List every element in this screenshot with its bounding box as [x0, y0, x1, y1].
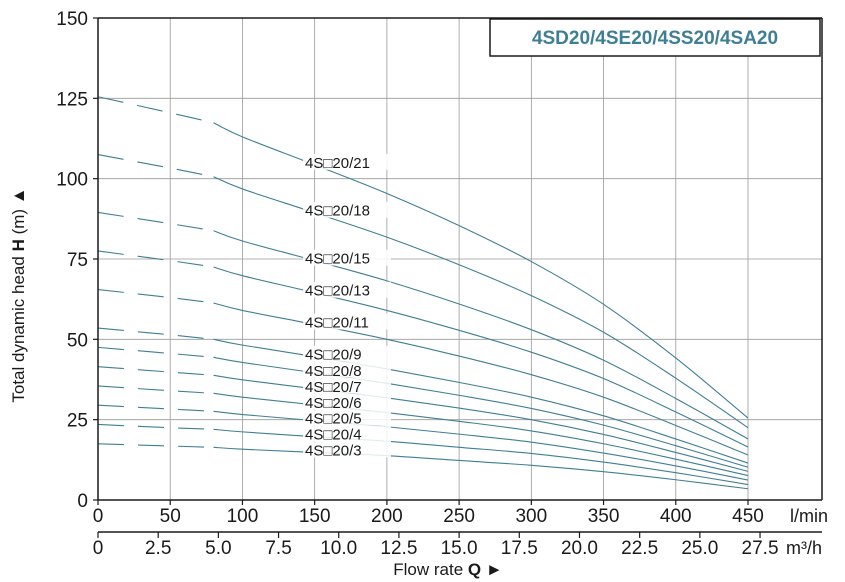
x-tick-label: 150: [299, 506, 331, 527]
y-axis-title-text: Total dynamic head: [9, 256, 28, 402]
x-tick-label: 450: [732, 506, 764, 527]
x-axis-title-symbol: Q: [468, 560, 481, 579]
x-axis-arrow-icon: ►: [486, 560, 503, 579]
y-tick-label: 25: [67, 411, 88, 432]
curve-label-background: [303, 361, 391, 378]
curve-label: 4S□20/4: [305, 427, 362, 444]
head-curve-solid-segment: [213, 122, 749, 419]
head-curve-solid-segment: [213, 302, 749, 456]
head-curve-solid-segment: [213, 446, 749, 490]
x2-tick-label: 10.0: [320, 538, 357, 559]
curve-label-background: [303, 153, 391, 170]
x2-tick-label: 15.0: [441, 538, 478, 559]
x2-tick-label: 2.5: [145, 538, 171, 559]
y-tick-label: 0: [77, 491, 88, 512]
x2-tick-label: 12.5: [380, 538, 417, 559]
y-axis-arrow-icon: ▲: [9, 187, 28, 204]
x2-tick-label: 5.0: [205, 538, 231, 559]
curve-label-background: [303, 201, 391, 218]
head-curve-dashed-segment: [97, 404, 214, 412]
x-axis-title: Flow rate Q ►: [393, 560, 502, 579]
head-curve-dashed-segment: [97, 423, 214, 430]
head-curve-dashed-segment: [97, 154, 214, 178]
head-curve-solid-segment: [213, 230, 749, 440]
x-tick-label: 350: [588, 506, 620, 527]
head-curve-solid-segment: [213, 428, 749, 486]
x-tick-label: 250: [443, 506, 475, 527]
y-tick-label: 50: [67, 330, 88, 351]
plot-frame: [97, 17, 823, 533]
curve-label: 4S□20/7: [305, 379, 362, 396]
x2-tick-label: 0: [93, 538, 104, 559]
head-curve-dashed-segment: [97, 288, 214, 304]
curve-labels: 4S□20/34S□20/44S□20/54S□20/64S□20/74S□20…: [303, 153, 391, 459]
head-curve-solid-segment: [213, 392, 749, 477]
x-tick-label: 0: [93, 506, 104, 527]
x2-tick-label: 7.5: [265, 538, 291, 559]
curve-label: 4S□20/11: [305, 315, 369, 332]
x-tick-label: 100: [227, 506, 259, 527]
curve-label: 4S□20/18: [305, 203, 370, 220]
head-curve-dashed-segment: [97, 96, 214, 124]
chart-title-box: 4SD20/4SE20/4SS20/4SA20: [489, 18, 821, 57]
x-tick-label: 300: [515, 506, 547, 527]
x2-tick-label: 17.5: [501, 538, 538, 559]
curve-label-background: [303, 313, 391, 330]
x-tick-label: 200: [371, 506, 403, 527]
x-tick-label: 400: [660, 506, 692, 527]
y-tick-label: 125: [56, 89, 88, 110]
curve-label-background: [303, 281, 391, 298]
x2-tick-label: 20.0: [561, 538, 598, 559]
curve-label: 4S□20/3: [305, 442, 362, 459]
curve-label: 4S□20/21: [305, 155, 370, 172]
head-curve-dashed-segment: [97, 385, 214, 394]
head-curve-solid-segment: [213, 338, 749, 464]
y-axis-title-unit: (m): [9, 209, 28, 234]
head-curve-dashed-segment: [97, 346, 214, 358]
curve-label-background: [303, 249, 391, 266]
head-curve-solid-segment: [213, 176, 749, 429]
head-curves: [97, 96, 749, 490]
head-curve-solid-segment: [213, 410, 749, 481]
curve-label-background: [303, 441, 391, 458]
x2-tick-label: 22.5: [621, 538, 658, 559]
x-tick-label: 50: [160, 506, 181, 527]
head-curve-solid-segment: [213, 266, 749, 448]
x2-tick-label: 27.5: [742, 538, 779, 559]
curve-label: 4S□20/15: [305, 251, 370, 268]
x-unit-m3h: m³/h: [786, 538, 822, 558]
curve-label: 4S□20/9: [305, 347, 362, 364]
head-curve-solid-segment: [213, 356, 749, 468]
head-curve-dashed-segment: [97, 211, 214, 232]
head-curve-dashed-segment: [97, 366, 214, 376]
y-axis-ticks: 0 25 50 75 100 125 150: [56, 9, 98, 512]
curve-label-background: [303, 345, 391, 362]
curve-label: 4S□20/13: [305, 283, 370, 300]
head-curve-dashed-segment: [97, 443, 214, 448]
x-axis-ticks-m3h: 0 2.5 5.0 7.5 10.0 12.5 15.0 17.5 20.0 22.5 25.0 27…: [93, 532, 779, 559]
head-curve-solid-segment: [213, 374, 749, 472]
grid: [98, 18, 822, 500]
y-tick-label: 150: [56, 9, 88, 30]
y-axis-title: Total dynamic head H (m) ▲: [9, 187, 28, 402]
chart-title: 4SD20/4SE20/4SS20/4SA20: [532, 28, 778, 49]
curve-label: 4S□20/8: [305, 363, 362, 380]
y-axis-title-symbol: H: [9, 239, 28, 251]
curve-label-background: [303, 409, 391, 426]
curve-label: 4S□20/6: [305, 395, 362, 412]
curve-label-background: [303, 393, 391, 410]
curve-label-background: [303, 377, 391, 394]
head-curve-dashed-segment: [97, 327, 214, 340]
x-axis-ticks-lmin: 0 50 100 150 200 250 300 350 400 450: [93, 500, 764, 527]
x-axis-title-text: Flow rate: [393, 560, 463, 579]
curve-label-background: [303, 425, 391, 442]
curve-label: 4S□20/5: [305, 411, 362, 428]
y-tick-label: 100: [56, 170, 88, 191]
x2-tick-label: 25.0: [681, 538, 718, 559]
head-curve-dashed-segment: [97, 250, 214, 268]
x-unit-lmin: l/min: [790, 506, 828, 526]
y-tick-label: 75: [67, 250, 88, 271]
